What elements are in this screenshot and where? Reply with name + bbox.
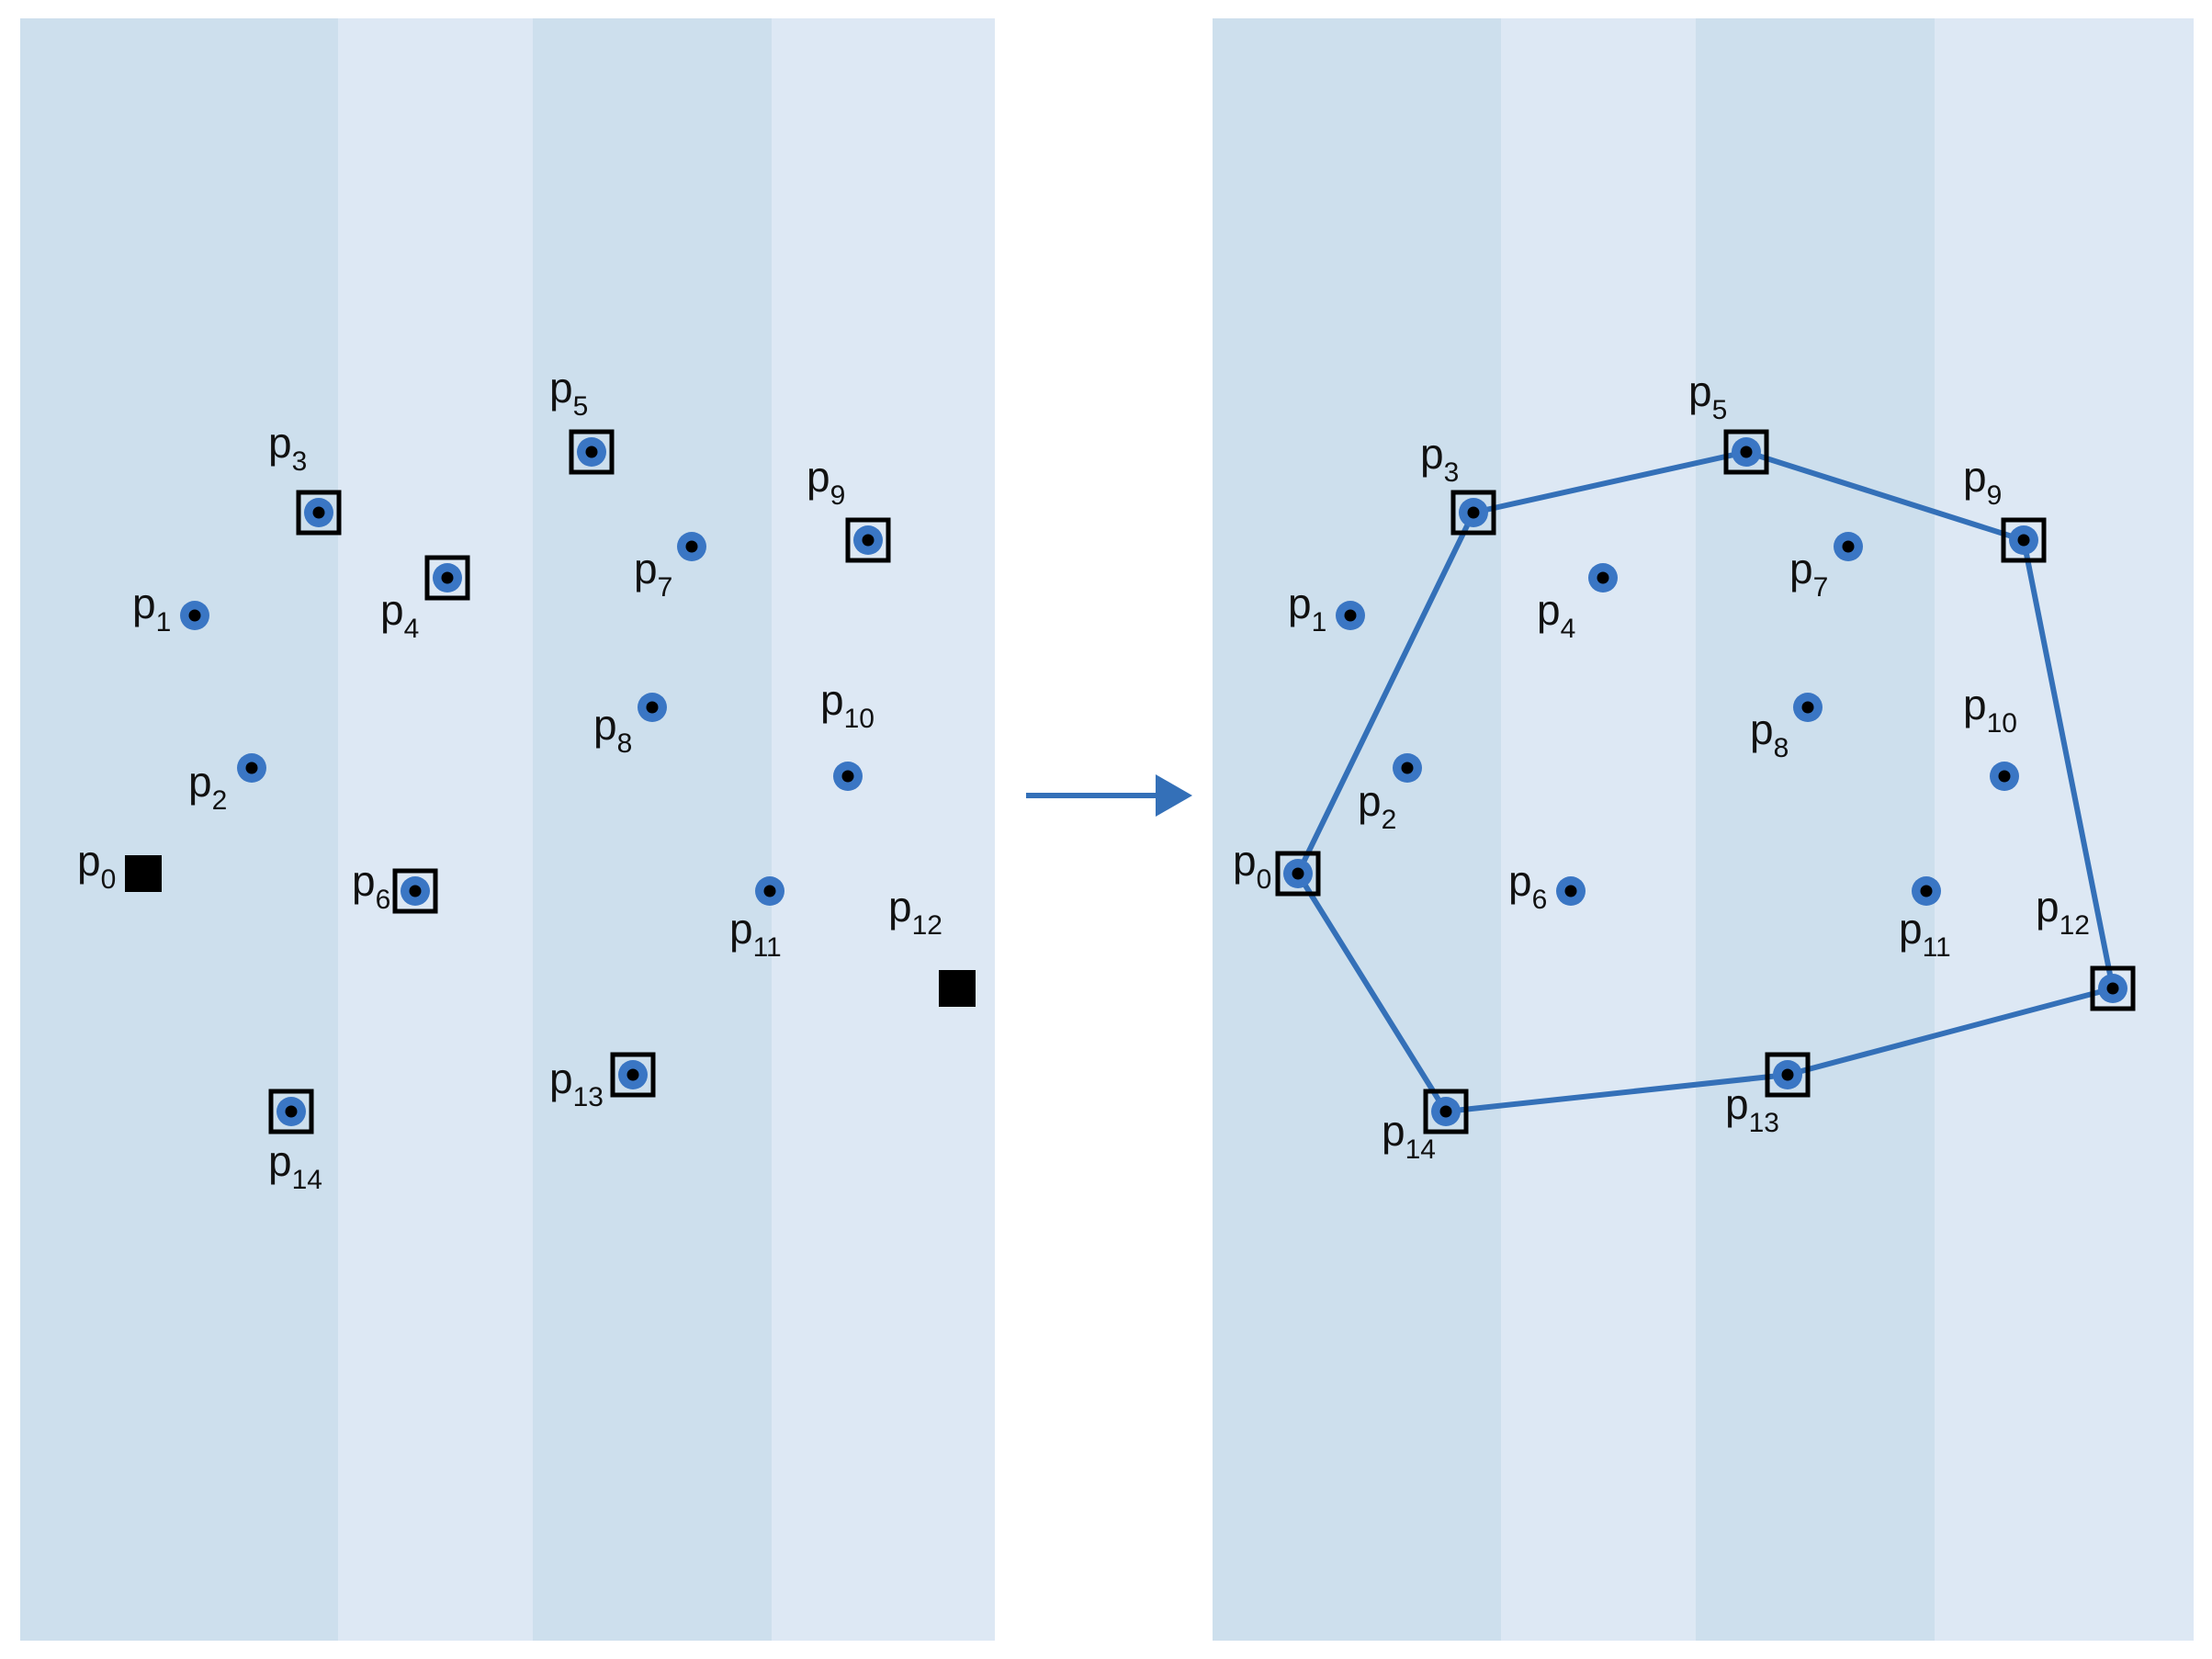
point-p6 (392, 868, 438, 914)
selection-box (1275, 851, 1321, 897)
point-p0 (125, 855, 162, 892)
background-stripe-2 (338, 18, 533, 1641)
point-p11 (1912, 876, 1941, 906)
left-panel-stripes (20, 18, 995, 1641)
point-p9 (845, 517, 891, 563)
point-p5 (569, 429, 615, 475)
point-center (862, 534, 875, 547)
point-center (1467, 506, 1480, 519)
point-p8 (638, 693, 667, 722)
point-center (409, 885, 422, 897)
selection-box (268, 1089, 314, 1134)
selection-box (2001, 517, 2047, 563)
selection-box (1450, 490, 1496, 536)
point-center (1801, 701, 1814, 714)
point-center (626, 1068, 639, 1081)
background-stripe-3 (1696, 18, 1935, 1641)
point-center (1998, 770, 2011, 783)
hull-polygon (1295, 449, 2116, 1114)
point-p4 (1588, 563, 1618, 592)
selection-box (569, 429, 615, 475)
point-p14 (268, 1089, 314, 1134)
point-center (1292, 867, 1304, 880)
point-p6 (1556, 876, 1586, 906)
point-p11 (755, 876, 784, 906)
selection-box (424, 555, 470, 601)
point-p14 (1423, 1089, 1469, 1134)
selection-box (392, 868, 438, 914)
point-p1 (180, 601, 209, 630)
point-p2 (237, 753, 266, 783)
selection-box (1423, 1089, 1469, 1134)
point-center (1344, 609, 1357, 622)
extreme-point-marker (939, 970, 976, 1007)
point-center (1597, 571, 1609, 584)
point-p13 (610, 1052, 656, 1098)
point-center (841, 770, 854, 783)
point-center (245, 762, 258, 774)
arrow-head (1156, 774, 1192, 817)
point-p0 (1275, 851, 1321, 897)
point-p5 (1723, 429, 1769, 475)
point-center (763, 885, 776, 897)
point-center (312, 506, 325, 519)
transition-arrow (1026, 774, 1192, 817)
point-center (1842, 540, 1855, 553)
point-p3 (296, 490, 342, 536)
background-stripe-1 (20, 18, 338, 1641)
point-center (441, 571, 454, 584)
point-p1 (1336, 601, 1365, 630)
selection-box (2090, 965, 2136, 1011)
point-p9 (2001, 517, 2047, 563)
point-p10 (1990, 762, 2019, 791)
point-p3 (1450, 490, 1496, 536)
point-center (646, 701, 659, 714)
point-center (1439, 1105, 1452, 1118)
point-center (1401, 762, 1414, 774)
background-stripe-3 (533, 18, 772, 1641)
point-p2 (1393, 753, 1422, 783)
point-center (2017, 534, 2030, 547)
point-center (1740, 446, 1753, 458)
extreme-point-marker (125, 855, 162, 892)
background-stripe-2 (1501, 18, 1696, 1641)
selection-box (296, 490, 342, 536)
selection-box (1723, 429, 1769, 475)
point-p7 (1834, 532, 1863, 561)
point-center (585, 446, 598, 458)
point-p8 (1793, 693, 1823, 722)
point-center (2106, 982, 2119, 995)
point-p12 (2090, 965, 2136, 1011)
point-center (1781, 1068, 1794, 1081)
point-p7 (677, 532, 706, 561)
point-p4 (424, 555, 470, 601)
point-center (685, 540, 698, 553)
right-panel-stripes (1213, 18, 2194, 1641)
point-p13 (1765, 1052, 1811, 1098)
background-stripe-1 (1213, 18, 1501, 1641)
convex-hull-outline (1295, 449, 2116, 1114)
point-center (285, 1105, 298, 1118)
selection-box (1765, 1052, 1811, 1098)
selection-box (610, 1052, 656, 1098)
point-p10 (833, 762, 863, 791)
point-p12 (939, 970, 976, 1007)
background-stripe-4 (772, 18, 995, 1641)
point-center (1564, 885, 1577, 897)
point-center (188, 609, 201, 622)
point-center (1920, 885, 1933, 897)
background-stripe-4 (1935, 18, 2194, 1641)
selection-box (845, 517, 891, 563)
